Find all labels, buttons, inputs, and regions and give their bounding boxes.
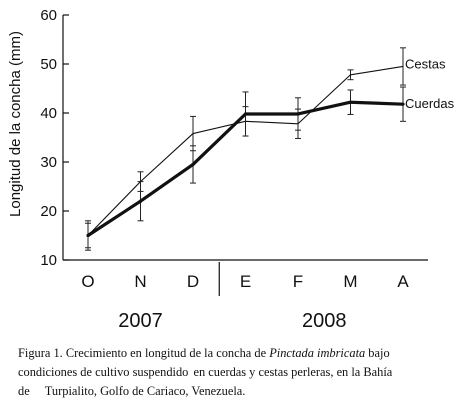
growth-chart: 10 20 30 40 50 60 O N D E F M A 2007 2008 Cestas Cuer…: [7, 7, 455, 332]
series-cuerdas: Cuerdas: [85, 86, 455, 251]
data-point: [86, 233, 90, 238]
data-point: [349, 74, 352, 76]
series-label-cestas: Cestas: [405, 56, 446, 71]
data-point: [243, 112, 248, 116]
caption-line-2: condiciones de cultivo suspendido en cue…: [18, 365, 393, 379]
data-point: [138, 199, 143, 203]
y-tick-label: 10: [40, 252, 57, 269]
x-tick-label: F: [293, 272, 303, 291]
data-point: [401, 102, 405, 106]
y-tick-label: 20: [40, 203, 57, 220]
y-tick-label: 60: [40, 7, 57, 24]
series-cestas: Cestas: [85, 47, 446, 249]
series-layer: Cestas Cuerdas: [85, 47, 455, 251]
x-tick-label: D: [187, 272, 199, 291]
year-labels: 2007 2008: [118, 310, 346, 332]
data-point: [348, 100, 353, 104]
y-tick-label: 50: [40, 56, 57, 73]
y-tick-label: 40: [40, 105, 57, 122]
x-tick-label: A: [397, 272, 409, 291]
x-tick-label: M: [343, 272, 357, 291]
y-ticks: 10 20 30 40 50 60: [40, 7, 69, 269]
y-tick-label: 30: [40, 154, 57, 171]
x-tick-label: O: [81, 272, 94, 291]
series-label-cuerdas: Cuerdas: [405, 96, 455, 111]
x-tick-label: N: [134, 272, 146, 291]
data-point: [192, 132, 194, 135]
figure-caption: Figura 1. Crecimiento en longitud de la …: [18, 344, 458, 401]
x-tick-label: E: [240, 272, 251, 291]
caption-line-3: de Turpialito, Golfo de Cariaco, Venezue…: [18, 384, 246, 398]
chart-axes: [62, 15, 428, 296]
data-point: [296, 112, 300, 116]
data-point: [402, 65, 404, 68]
data-point: [191, 162, 195, 167]
year-label: 2008: [302, 310, 347, 332]
year-label: 2007: [118, 310, 163, 332]
species-name: Pinctada imbricata: [269, 346, 366, 360]
caption-line-1: Figura 1. Crecimiento en longitud de la …: [18, 346, 390, 360]
y-axis-label: Longitud de la concha (mm): [7, 31, 24, 217]
